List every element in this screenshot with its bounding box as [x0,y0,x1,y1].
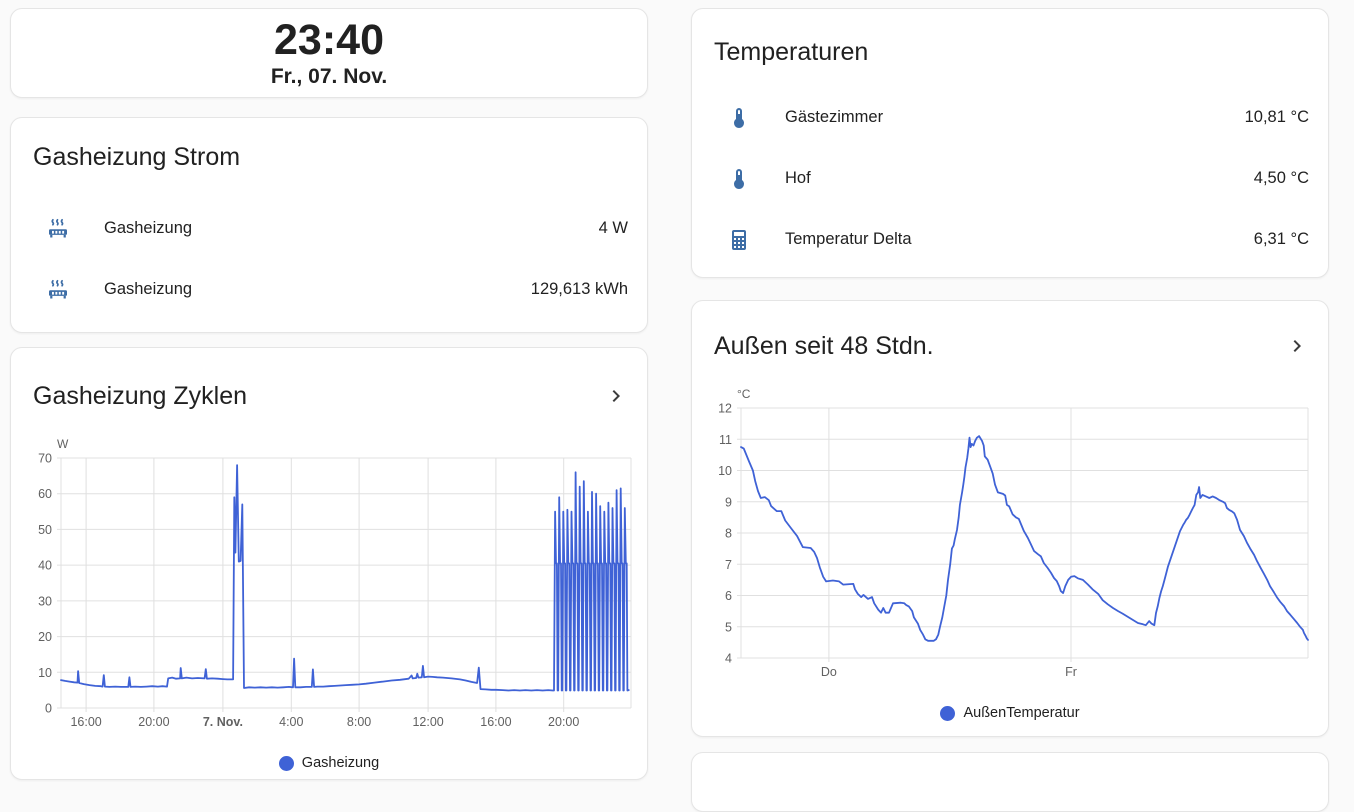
svg-text:9: 9 [725,495,732,509]
svg-text:0: 0 [45,702,52,716]
thermometer-icon [727,106,751,130]
gasheizung-zyklen-chart[interactable]: 0 10 20 30 40 50 60 70 16:00 20:00 7. Nov. 4:00 8:00… [11,434,647,734]
chart-legend[interactable]: Gasheizung [11,754,647,773]
svg-text:70: 70 [38,452,52,466]
chart-legend[interactable]: AußenTemperatur [692,704,1328,723]
svg-text:4:00: 4:00 [279,715,303,729]
entity-value: 10,81 °C [1244,108,1309,126]
svg-text:Do: Do [821,665,837,679]
radiator-icon [46,278,70,302]
calculator-icon [727,228,751,252]
gasheizung-strom-card: Gasheizung Strom [10,117,648,333]
thermometer-icon [727,167,751,191]
svg-text:11: 11 [719,433,732,447]
legend-label: AußenTemperatur [963,705,1080,721]
svg-text:50: 50 [38,523,52,537]
svg-text:W: W [57,437,69,451]
clock-time: 23:40 [274,16,384,64]
entity-label: Gasheizung [104,280,193,298]
entity-value: 4,50 °C [1253,169,1309,187]
svg-text:60: 60 [38,487,52,501]
temperaturen-card: Temperaturen Gästezimmer 10,81 °C Hof 4,… [691,8,1329,278]
entity-value: 6,31 °C [1253,230,1309,248]
svg-text:30: 30 [38,594,52,608]
chevron-right-icon[interactable] [604,384,628,408]
entity-row-temperatur-delta[interactable]: Temperatur Delta 6,31 °C [692,209,1328,270]
chevron-right-icon[interactable] [1285,334,1309,358]
svg-text:10: 10 [718,464,732,478]
entity-label: Gästezimmer [785,108,884,126]
svg-text:Fr: Fr [1065,665,1077,679]
svg-text:6: 6 [725,589,732,603]
svg-text:10: 10 [38,666,52,680]
clock-card: 23:40 Fr., 07. Nov. [10,8,648,98]
entity-label: Hof [785,169,811,187]
svg-text:8: 8 [725,527,732,541]
partial-card [691,752,1329,812]
svg-text:°C: °C [737,387,751,401]
clock-date: Fr., 07. Nov. [270,65,388,88]
entity-value: 129,613 kWh [530,280,628,298]
svg-text:16:00: 16:00 [70,715,101,729]
entity-label: Temperatur Delta [785,230,912,248]
card-title: Temperaturen [714,38,869,66]
entity-row-hof[interactable]: Hof 4,50 °C [692,148,1328,209]
entity-value: 4 W [598,219,628,237]
svg-text:5: 5 [725,620,732,634]
svg-text:40: 40 [38,559,52,573]
svg-text:8:00: 8:00 [347,715,371,729]
svg-text:7: 7 [725,558,732,572]
svg-text:12: 12 [718,402,732,416]
legend-dot [940,706,956,721]
svg-text:20:00: 20:00 [138,715,169,729]
card-title: Außen seit 48 Stdn. [714,332,934,360]
svg-text:12:00: 12:00 [412,715,443,729]
entity-row-gaestezimmer[interactable]: Gästezimmer 10,81 °C [692,87,1328,148]
svg-text:16:00: 16:00 [480,715,511,729]
aussen-48-stdn-card: Außen seit 48 Stdn. 4 5 6 7 8 9 10 11 12 Do Fr °C A… [691,300,1329,737]
card-title: Gasheizung Zyklen [33,382,248,410]
svg-text:4: 4 [725,652,732,666]
aussen-temperatur-chart[interactable]: 4 5 6 7 8 9 10 11 12 Do Fr °C [692,384,1328,684]
entity-row-gasheizung-power[interactable]: Gasheizung 4 W [11,198,647,259]
svg-text:20: 20 [38,630,52,644]
legend-dot [278,756,294,771]
entity-row-gasheizung-energy[interactable]: Gasheizung 129,613 kWh [11,259,647,320]
svg-text:20:00: 20:00 [548,715,579,729]
card-title: Gasheizung Strom [33,143,241,171]
radiator-icon [46,217,70,241]
svg-text:7. Nov.: 7. Nov. [203,715,243,729]
gasheizung-zyklen-card: Gasheizung Zyklen 0 10 20 30 40 50 60 70 16:00 20… [10,347,648,780]
legend-label: Gasheizung [301,755,380,771]
entity-label: Gasheizung [104,219,193,237]
